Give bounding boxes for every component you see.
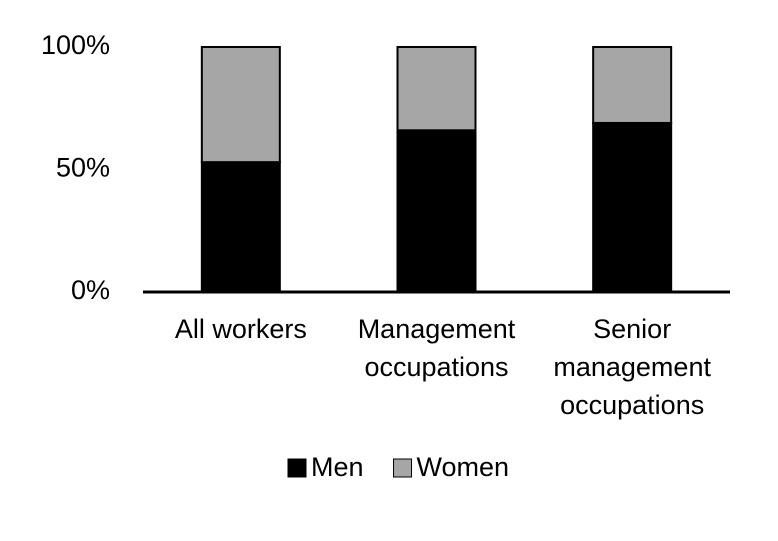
x-tick-label: Senior management occupations [553, 314, 711, 420]
x-tick-label-line: Management [358, 314, 516, 344]
bar-segment [200, 161, 281, 293]
x-tick-label: Management occupations [358, 314, 516, 382]
bar-segment [396, 129, 477, 293]
x-tick-label: All workers [175, 314, 307, 344]
legend-swatch [287, 458, 307, 478]
x-tick-label-line: occupations [364, 352, 508, 382]
x-tick-label-line: occupations [560, 390, 704, 420]
legend-label: Men [311, 452, 364, 482]
bar-segment [200, 46, 281, 164]
legend-swatch [393, 458, 413, 478]
x-tick-label-line: All workers [175, 314, 307, 344]
x-tick-label-line: Senior [593, 314, 671, 344]
legend-label: Women [417, 452, 510, 482]
bar-segment [592, 46, 673, 124]
bar-segment [592, 121, 673, 293]
y-tick-label: 50% [56, 153, 110, 183]
y-tick-label: 100% [41, 30, 110, 60]
y-tick-label: 0% [71, 275, 110, 305]
x-tick-label-line: management [553, 352, 711, 382]
bar-segment [396, 46, 477, 132]
